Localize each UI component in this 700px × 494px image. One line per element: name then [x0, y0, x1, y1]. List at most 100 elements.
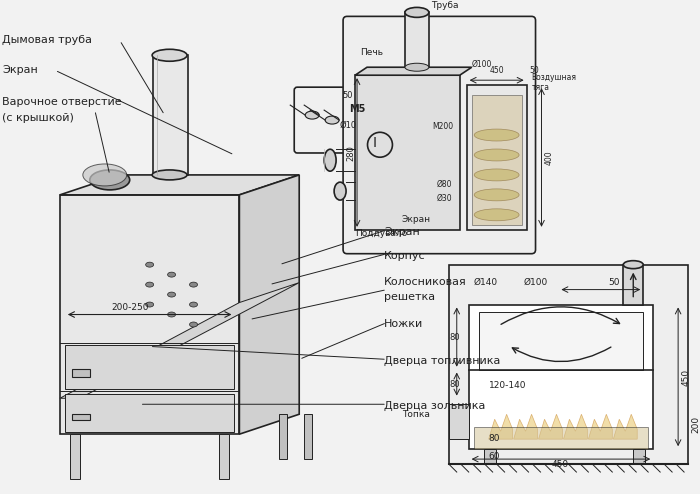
Ellipse shape — [146, 262, 153, 267]
Ellipse shape — [167, 272, 176, 277]
Polygon shape — [489, 414, 512, 439]
Bar — [484, 449, 496, 464]
Bar — [65, 345, 234, 389]
Bar — [405, 12, 429, 67]
FancyBboxPatch shape — [343, 16, 536, 254]
Bar — [65, 394, 234, 432]
Text: 450: 450 — [681, 369, 690, 386]
Bar — [467, 85, 526, 230]
Ellipse shape — [405, 63, 429, 71]
Bar — [72, 369, 90, 377]
Ellipse shape — [474, 169, 519, 181]
Ellipse shape — [474, 189, 519, 201]
Ellipse shape — [167, 292, 176, 297]
Text: 50: 50 — [608, 278, 620, 287]
Text: М5: М5 — [349, 104, 365, 114]
Text: 450: 450 — [552, 460, 569, 469]
Bar — [449, 404, 469, 439]
Text: 400: 400 — [545, 151, 554, 165]
Text: I: I — [373, 136, 377, 150]
Text: М200: М200 — [432, 122, 453, 130]
Text: 200: 200 — [691, 415, 700, 433]
Ellipse shape — [334, 182, 346, 200]
Bar — [634, 449, 645, 464]
Text: Ø10: Ø10 — [339, 121, 356, 130]
Bar — [355, 75, 460, 230]
Ellipse shape — [190, 302, 197, 307]
Text: Ø80: Ø80 — [437, 179, 452, 188]
Text: 200-250: 200-250 — [111, 303, 148, 312]
Ellipse shape — [190, 322, 197, 327]
Ellipse shape — [325, 116, 339, 124]
FancyBboxPatch shape — [294, 87, 380, 153]
Polygon shape — [60, 195, 239, 434]
Polygon shape — [589, 414, 612, 439]
Polygon shape — [355, 67, 472, 75]
Text: 280: 280 — [346, 145, 356, 161]
Text: Экран: Экран — [384, 227, 420, 237]
Text: решетка: решетка — [384, 291, 435, 301]
Text: 60: 60 — [489, 452, 500, 461]
Text: Корпус: Корпус — [384, 250, 426, 261]
Bar — [279, 414, 287, 459]
Ellipse shape — [90, 170, 130, 190]
Text: (с крышкой): (с крышкой) — [2, 113, 74, 123]
Bar — [153, 55, 188, 175]
Ellipse shape — [146, 302, 153, 307]
Text: 450: 450 — [489, 66, 504, 75]
Text: Ø100: Ø100 — [472, 60, 492, 69]
Ellipse shape — [167, 312, 176, 317]
Bar — [469, 304, 653, 449]
Text: Труба: Труба — [430, 1, 458, 10]
Bar — [70, 434, 80, 479]
Polygon shape — [472, 95, 522, 225]
Text: Экран: Экран — [2, 65, 38, 75]
Polygon shape — [60, 283, 299, 398]
Text: Воздушная: Воздушная — [531, 73, 577, 82]
Text: Печь: Печь — [360, 48, 383, 57]
Text: 80: 80 — [489, 434, 500, 443]
Bar — [219, 434, 230, 479]
Bar — [623, 265, 643, 304]
Ellipse shape — [83, 164, 127, 186]
Text: тяга: тяга — [531, 83, 550, 92]
Polygon shape — [514, 414, 538, 439]
Ellipse shape — [474, 209, 519, 221]
Polygon shape — [538, 414, 563, 439]
Bar — [304, 414, 312, 459]
Ellipse shape — [324, 149, 336, 171]
Text: 50: 50 — [342, 91, 353, 100]
Ellipse shape — [152, 170, 187, 180]
Text: Ø140: Ø140 — [474, 278, 498, 287]
Bar — [72, 414, 90, 420]
Polygon shape — [564, 414, 587, 439]
Ellipse shape — [623, 261, 643, 269]
Text: 80: 80 — [450, 379, 461, 389]
Text: Ø30: Ø30 — [437, 194, 452, 203]
Text: Ø100: Ø100 — [524, 278, 548, 287]
Text: 50: 50 — [529, 66, 539, 75]
Text: Варочное отверстие: Варочное отверстие — [2, 97, 122, 107]
Ellipse shape — [474, 129, 519, 141]
Text: Топка: Топка — [402, 410, 430, 419]
Text: Колосниковая: Колосниковая — [384, 277, 467, 287]
Polygon shape — [613, 414, 637, 439]
Text: 120-140: 120-140 — [489, 381, 526, 390]
Text: Ножки: Ножки — [384, 320, 424, 329]
Text: Дверца топливника: Дверца топливника — [384, 356, 500, 367]
Bar — [479, 312, 643, 370]
Bar — [449, 265, 688, 464]
Ellipse shape — [146, 282, 153, 287]
Text: Экран: Экран — [402, 215, 431, 224]
Text: Дверца зольника: Дверца зольника — [384, 401, 485, 412]
Polygon shape — [239, 175, 299, 434]
Bar — [474, 427, 648, 449]
Ellipse shape — [405, 7, 429, 17]
Ellipse shape — [152, 49, 187, 61]
Text: Дымовая труба: Дымовая труба — [2, 35, 92, 45]
Ellipse shape — [474, 149, 519, 161]
Text: Поддувало: Поддувало — [355, 229, 407, 238]
Ellipse shape — [190, 282, 197, 287]
Polygon shape — [60, 175, 299, 195]
Text: 80: 80 — [450, 333, 461, 342]
